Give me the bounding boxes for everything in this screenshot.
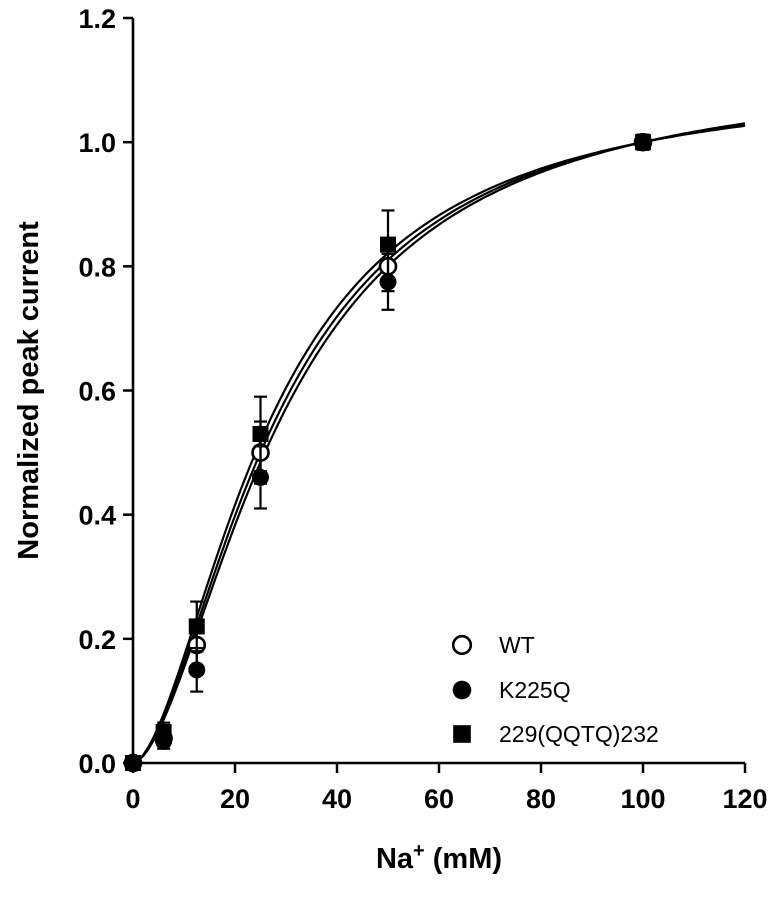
data-point-filled-square [125,755,141,771]
data-point-filled-circle [188,661,206,679]
x-axis-title: Na+ (mM) [376,840,502,875]
x-tick-label: 0 [125,784,140,814]
y-tick-label: 0.0 [78,749,116,779]
x-tick-label: 20 [220,784,250,814]
fit-curve-WT [132,123,746,765]
y-tick-label: 0.4 [78,501,116,531]
data-point-open-circle [451,634,473,656]
x-tick-label: 80 [526,784,556,814]
y-tick-label: 0.6 [78,377,116,407]
data-point-filled-circle [252,468,269,486]
x-axis-title-superscript: + [413,840,425,862]
x-tick-label: 100 [620,784,665,814]
y-tick-label: 0.8 [78,252,116,282]
x-tick-label: 40 [322,784,352,814]
axes: 0.0 0.2 0.4 0.6 0.8 1.0 1.2 0 20 40 60 80 100 120 [78,4,767,814]
y-axis-title: Normalized peak current [13,221,45,560]
y-tick-label: 1.0 [78,128,116,158]
legend-label: K225Q [499,677,571,703]
data-point-filled-square [252,425,269,442]
data-point-filled-circle [452,680,472,700]
data-point-filled-square [453,725,471,743]
x-tick-label: 60 [424,784,454,814]
data-point-filled-square [188,618,205,635]
x-tick-label: 120 [722,784,767,814]
y-tick-label: 0.2 [78,625,116,655]
data-point-filled-square [155,723,172,740]
legend-label: 229(QQTQ)232 [499,721,659,747]
y-tick-label: 1.2 [78,4,116,34]
fit-curves [132,122,746,765]
data-point-filled-square [380,236,396,253]
legend-label: WT [499,632,535,658]
x-axis-title-main: Na [376,843,414,875]
legend: WT K225Q 229(QQTQ)232 [451,632,659,747]
data-point-filled-square [635,134,651,151]
series-229(QQTQ)232 [125,133,651,771]
data-point-filled-circle [379,273,397,291]
x-axis-title-units: (mM) [425,843,502,875]
